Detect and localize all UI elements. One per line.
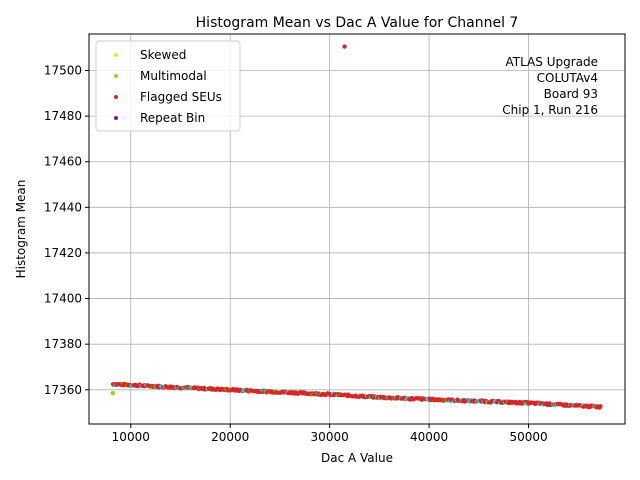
y-tick-label: 17420 bbox=[44, 246, 82, 260]
x-tick-label: 20000 bbox=[211, 430, 249, 444]
legend-label-multimodal: Multimodal bbox=[140, 69, 207, 83]
y-tick-label: 17460 bbox=[44, 155, 82, 169]
annotation-line-3: Board 93 bbox=[544, 87, 598, 101]
x-tick-label: 40000 bbox=[410, 430, 448, 444]
annotation-line-1: ATLAS Upgrade bbox=[505, 55, 598, 69]
data-band bbox=[110, 381, 603, 410]
x-axis-label: Dac A Value bbox=[321, 451, 393, 465]
legend-label-skewed: Skewed bbox=[140, 48, 186, 62]
y-axis-ticks: 17360 17380 17400 17420 17440 17460 17480 17500 bbox=[44, 63, 89, 397]
legend-label-repeat-bin: Repeat Bin bbox=[140, 111, 205, 125]
x-tick-label: 10000 bbox=[112, 430, 150, 444]
legend-marker-repeat-bin bbox=[114, 116, 118, 120]
x-tick-label: 50000 bbox=[509, 430, 547, 444]
data-points bbox=[110, 44, 347, 396]
point-multimodal bbox=[110, 391, 116, 396]
annotation-line-4: Chip 1, Run 216 bbox=[502, 103, 598, 117]
y-tick-label: 17500 bbox=[44, 63, 82, 77]
y-tick-label: 17440 bbox=[44, 200, 82, 214]
legend-box bbox=[95, 40, 241, 132]
legend-label-flagged-seus: Flagged SEUs bbox=[140, 90, 222, 104]
annotation: ATLAS Upgrade COLUTAv4 Board 93 Chip 1, … bbox=[502, 55, 598, 117]
y-tick-label: 17380 bbox=[44, 337, 82, 351]
x-tick-label: 30000 bbox=[311, 430, 349, 444]
y-tick-label: 17360 bbox=[44, 383, 82, 397]
plot-frame bbox=[88, 33, 626, 425]
y-axis-label: Histogram Mean bbox=[14, 180, 28, 279]
legend-marker-skewed bbox=[114, 53, 118, 57]
y-tick-label: 17480 bbox=[44, 109, 82, 123]
band-point bbox=[598, 404, 603, 409]
point-flagged-seus bbox=[342, 44, 347, 49]
chart-title: Histogram Mean vs Dac A Value for Channe… bbox=[196, 15, 519, 31]
annotation-line-2: COLUTAv4 bbox=[537, 71, 598, 85]
legend: Skewed Multimodal Flagged SEUs Repeat Bi… bbox=[95, 40, 241, 132]
legend-marker-flagged-seus bbox=[114, 95, 118, 99]
legend-marker-multimodal bbox=[114, 74, 118, 78]
y-tick-label: 17400 bbox=[44, 292, 82, 306]
x-axis-ticks: 10000 20000 30000 40000 50000 bbox=[112, 424, 548, 444]
